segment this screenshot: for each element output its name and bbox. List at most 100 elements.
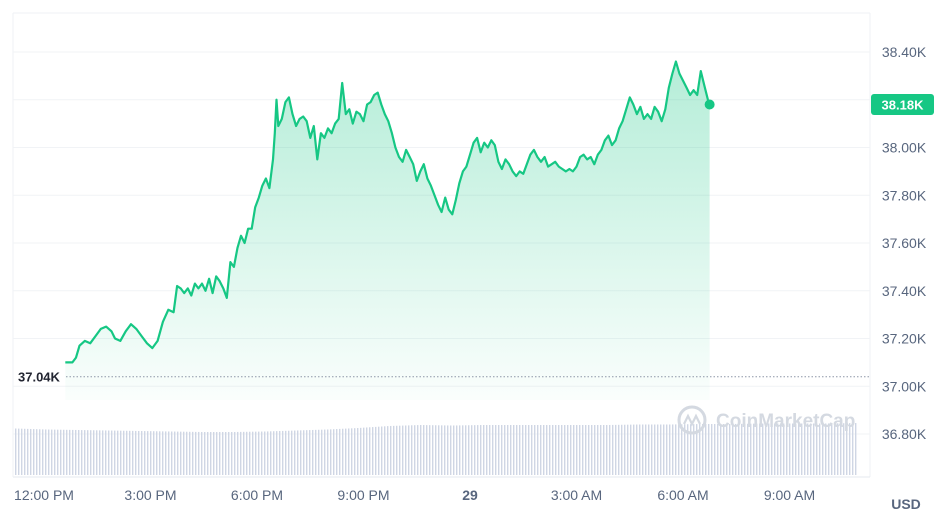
y-tick-label: 36.80K: [882, 426, 927, 442]
volume-bar: [231, 432, 233, 475]
volume-bar: [324, 429, 326, 475]
volume-bar: [87, 430, 89, 475]
volume-bar: [216, 432, 218, 475]
volume-bar: [699, 424, 701, 475]
volume-bar: [549, 425, 551, 475]
volume-bar: [252, 431, 254, 475]
baseline-label: 37.04K: [18, 370, 61, 385]
y-tick-label: 37.20K: [882, 331, 927, 347]
y-tick-label: 38.00K: [882, 140, 927, 156]
volume-bar: [822, 423, 824, 475]
volume-bar: [480, 425, 482, 475]
volume-bar: [675, 424, 677, 475]
volume-bar: [381, 426, 383, 475]
volume-bar: [534, 425, 536, 475]
volume-bar: [579, 425, 581, 475]
volume-bar: [585, 425, 587, 475]
x-tick-label: 3:00 AM: [551, 487, 602, 503]
volume-bar: [90, 430, 92, 475]
volume-bar: [414, 425, 416, 475]
volume-bar: [438, 425, 440, 475]
volume-bar: [690, 424, 692, 475]
volume-bar: [363, 427, 365, 475]
volume-bar: [768, 423, 770, 475]
volume-bar: [195, 431, 197, 475]
volume-bar: [507, 425, 509, 475]
volume-bar: [798, 423, 800, 475]
volume-bar: [186, 431, 188, 475]
volume-bar: [849, 423, 851, 475]
volume-bar: [558, 425, 560, 475]
volume-bar: [222, 432, 224, 475]
volume-bar: [117, 430, 119, 475]
volume-bar: [339, 428, 341, 475]
volume-bar: [654, 424, 656, 475]
volume-bar: [417, 425, 419, 475]
volume-bar: [18, 428, 20, 475]
volume-bar: [612, 424, 614, 475]
current-price-dot: [704, 99, 715, 110]
volume-bar: [828, 423, 830, 475]
volume-bar: [345, 428, 347, 475]
volume-bar: [645, 424, 647, 475]
current-price-label: 38.18K: [882, 98, 925, 113]
volume-bar: [750, 423, 752, 475]
volume-bar: [303, 430, 305, 475]
x-tick-label: 12:00 PM: [14, 487, 74, 503]
volume-bar: [312, 429, 314, 475]
volume-bar: [246, 431, 248, 475]
volume-bar: [561, 425, 563, 475]
volume-bar: [393, 425, 395, 475]
volume-bar: [267, 431, 269, 475]
volume-bar: [210, 432, 212, 475]
volume-bar: [504, 425, 506, 475]
volume-bar: [285, 430, 287, 475]
volume-bar: [78, 430, 80, 475]
y-axis: 38.40K38.20K38.00K37.80K37.60K37.40K37.2…: [882, 44, 927, 442]
volume-bar: [744, 423, 746, 475]
volume-bar: [465, 425, 467, 475]
volume-bar: [177, 431, 179, 475]
y-tick-label: 38.40K: [882, 44, 927, 60]
volume-bar: [462, 425, 464, 475]
volume-bar: [753, 423, 755, 475]
volume-bar: [840, 423, 842, 475]
volume-bar: [432, 425, 434, 475]
volume-bar: [588, 425, 590, 475]
volume-bar: [591, 425, 593, 475]
volume-bar: [297, 430, 299, 475]
volume-bar: [792, 423, 794, 475]
volume-bar: [240, 431, 242, 475]
volume-bar: [108, 430, 110, 475]
volume-bar: [336, 429, 338, 475]
volume-bar: [477, 425, 479, 475]
volume-bar: [552, 425, 554, 475]
volume-bar: [522, 425, 524, 475]
x-tick-label: 3:00 PM: [124, 487, 176, 503]
volume-bar: [357, 428, 359, 475]
volume-bar: [846, 423, 848, 475]
volume-bar: [423, 425, 425, 475]
volume-bar: [831, 423, 833, 475]
coinmarketcap-logo-icon: [677, 405, 707, 435]
volume-bar: [441, 425, 443, 475]
volume-bar: [852, 423, 854, 475]
volume-bar: [759, 423, 761, 475]
volume-bar: [651, 424, 653, 475]
volume-bar: [471, 425, 473, 475]
volume-bar: [279, 431, 281, 475]
x-tick-label: 6:00 AM: [657, 487, 708, 503]
volume-bar: [576, 425, 578, 475]
current-price-badge: 38.18K: [871, 94, 934, 116]
volume-bar: [171, 431, 173, 475]
volume-bar: [180, 431, 182, 475]
volume-bar: [687, 424, 689, 475]
volume-bar: [837, 423, 839, 475]
volume-bar: [807, 423, 809, 475]
volume-bar: [75, 429, 77, 475]
volume-bar: [93, 430, 95, 475]
volume-bar: [693, 424, 695, 475]
volume-bar: [642, 424, 644, 475]
volume-bar: [111, 430, 113, 475]
volume-bar: [243, 431, 245, 475]
